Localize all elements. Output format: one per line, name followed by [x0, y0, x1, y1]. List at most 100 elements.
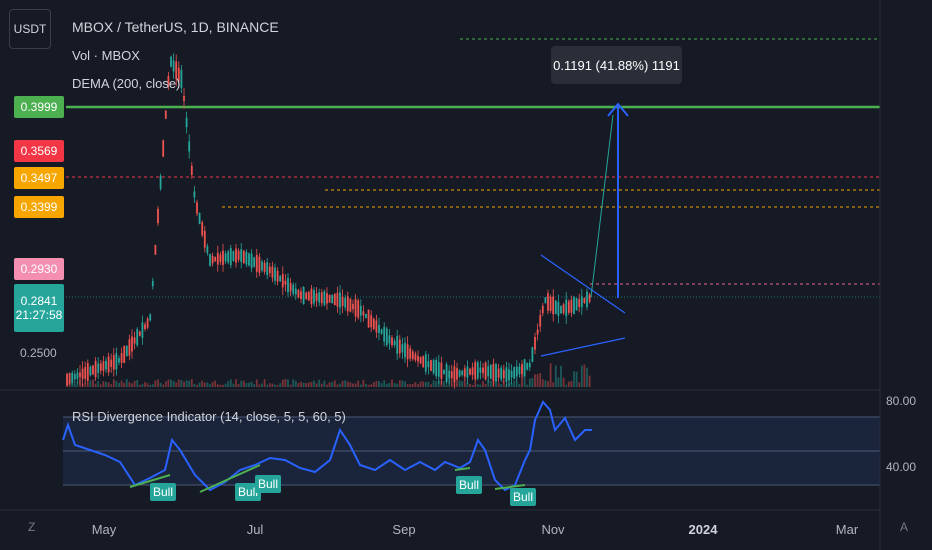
volume-bar — [531, 378, 534, 387]
volume-bar — [305, 383, 308, 387]
volume-bar — [281, 379, 284, 387]
volume-bar — [73, 383, 76, 387]
measure-tooltip: 0.1191 (41.88%) 1191 — [551, 46, 682, 84]
candle-body — [573, 296, 575, 314]
triangle-lower-line[interactable] — [540, 337, 626, 357]
candle-body — [328, 294, 331, 303]
volume-bar — [372, 382, 375, 387]
candle-body — [76, 372, 79, 379]
volume-bar — [133, 380, 136, 387]
candle-body — [159, 175, 162, 189]
candle-body — [227, 251, 230, 263]
volume-bar — [183, 381, 185, 387]
volume-bar — [276, 384, 279, 387]
candle-body — [461, 370, 464, 375]
current-price-tag: 0.2841 21:27:58 — [14, 284, 64, 332]
zoom-reset-icon[interactable]: Z — [28, 520, 36, 534]
candle-body — [518, 366, 521, 375]
triangle-upper-line[interactable] — [540, 254, 626, 314]
volume-legend[interactable]: Vol · MBOX — [72, 48, 140, 63]
candle-body — [84, 367, 87, 379]
candle-body — [144, 324, 146, 330]
candle-body — [232, 251, 235, 261]
candle-body — [406, 344, 409, 360]
volume-bar — [177, 379, 180, 387]
volume-bar — [92, 379, 94, 387]
candle-body — [565, 299, 568, 317]
dema-legend[interactable]: DEMA (200, close) — [72, 76, 181, 91]
volume-bar — [146, 383, 149, 387]
volume-bar — [287, 379, 289, 387]
volume-bar — [224, 383, 227, 387]
candle-body — [253, 257, 256, 267]
volume-bar — [484, 383, 487, 387]
volume-bar — [201, 380, 204, 387]
rsi-title[interactable]: RSI Divergence Indicator (14, close, 5, … — [72, 409, 346, 424]
candle-body — [380, 329, 383, 334]
time-label-jul: Jul — [246, 522, 264, 537]
volume-bar — [193, 383, 196, 387]
volume-bar — [406, 384, 409, 387]
candle-body — [276, 270, 279, 282]
volume-bars — [66, 363, 591, 387]
volume-bar — [164, 381, 167, 387]
candle-body — [115, 353, 118, 370]
volume-bar — [128, 382, 131, 387]
projection-line[interactable] — [590, 114, 614, 298]
candle-body — [92, 365, 94, 375]
symbol-title[interactable]: MBOX / TetherUS, 1D, BINANCE — [72, 19, 279, 35]
candle-body — [539, 314, 542, 327]
price-tag-orange-1: 0.3497 — [14, 167, 64, 189]
candle-body — [250, 253, 253, 269]
volume-bar — [549, 363, 552, 387]
bull-divergence-line — [199, 464, 261, 493]
currency-button[interactable]: USDT — [9, 9, 51, 49]
candle-body — [544, 297, 547, 304]
axis-label-low: 0.2500 — [20, 346, 57, 360]
bull-label-3: Bull — [255, 475, 282, 493]
volume-bar — [250, 381, 253, 387]
volume-bar — [138, 384, 141, 387]
candle-body — [123, 345, 126, 364]
time-label-may: May — [91, 522, 117, 537]
volume-bar — [323, 380, 326, 387]
candle-body — [401, 344, 404, 353]
candle-body — [258, 256, 261, 273]
candle-body — [508, 369, 510, 381]
volume-bar — [396, 383, 399, 387]
price-tag-red: 0.3569 — [14, 140, 64, 162]
candle-body — [281, 273, 284, 288]
candle-body — [141, 322, 144, 338]
candle-body — [427, 361, 430, 368]
rsi-line[interactable] — [62, 400, 592, 492]
candle-body — [352, 303, 354, 310]
auto-scale-icon[interactable]: A — [900, 520, 909, 534]
candle-body — [146, 318, 149, 328]
volume-bar — [242, 380, 245, 387]
volume-bar — [557, 377, 560, 387]
candle-body — [422, 356, 425, 368]
bull-divergence-line — [129, 474, 171, 488]
candle-body — [177, 67, 180, 82]
candle-body — [510, 370, 513, 378]
volume-bar — [367, 384, 370, 387]
candle-body — [456, 368, 458, 380]
price-tag-orange-2: 0.3399 — [14, 196, 64, 218]
volume-bar — [144, 382, 146, 387]
candle-body — [500, 367, 503, 380]
volume-bar — [112, 379, 115, 387]
volume-bar — [136, 380, 139, 387]
candle-body — [284, 280, 287, 285]
candle-body — [73, 374, 76, 380]
volume-bar — [346, 381, 349, 387]
volume-bar — [521, 364, 523, 387]
volume-bar — [552, 382, 555, 387]
volume-bar — [297, 383, 300, 387]
candle-body — [263, 262, 266, 272]
candle-body — [515, 366, 518, 377]
volume-bar — [562, 377, 565, 387]
candle-body — [489, 364, 492, 379]
candle-body — [463, 368, 466, 377]
candle-body — [362, 311, 365, 316]
